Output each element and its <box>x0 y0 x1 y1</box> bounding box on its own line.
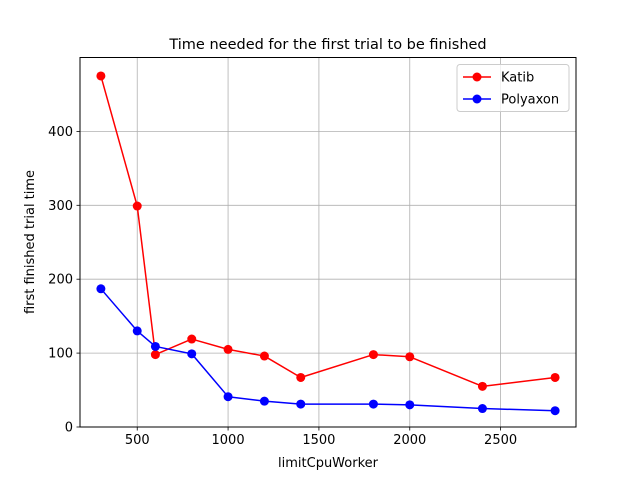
y-tick-label: 200 <box>48 273 73 288</box>
legend: Katib Polyaxon <box>456 64 570 112</box>
data-point-polyaxon <box>132 326 142 336</box>
y-tick-label: 300 <box>48 199 73 214</box>
x-tick-label: 1500 <box>302 433 335 448</box>
data-point-katib <box>187 334 197 344</box>
y-tick-label: 400 <box>48 125 73 140</box>
x-tick-label: 2000 <box>393 433 426 448</box>
series-line-katib <box>100 75 556 388</box>
data-point-katib <box>132 201 142 211</box>
data-point-katib <box>150 350 160 360</box>
x-tick-label: 1000 <box>212 433 245 448</box>
data-point-polyaxon <box>223 392 233 402</box>
series-line-polyaxon <box>100 288 556 412</box>
data-point-polyaxon <box>550 406 560 416</box>
data-point-katib <box>296 372 306 382</box>
data-point-katib <box>477 381 487 391</box>
legend-marker-katib <box>472 72 482 82</box>
x-tick-label: 500 <box>125 433 150 448</box>
grid <box>80 57 576 428</box>
data-point-polyaxon <box>296 399 306 409</box>
y-axis-label: first finished trial time <box>23 170 38 314</box>
data-point-polyaxon <box>187 349 197 359</box>
series-layer <box>96 71 560 416</box>
data-point-polyaxon <box>405 400 415 410</box>
data-point-polyaxon <box>368 399 378 409</box>
legend-marker-polyaxon <box>472 94 482 104</box>
x-axis-label: limitCpuWorker <box>278 456 379 471</box>
data-point-katib <box>223 344 233 354</box>
legend-label-katib: Katib <box>501 71 534 86</box>
data-point-polyaxon <box>477 404 487 414</box>
data-point-katib <box>96 71 106 81</box>
data-point-katib <box>368 350 378 360</box>
y-tick-label: 0 <box>65 421 73 436</box>
plot-frame <box>79 57 577 428</box>
data-point-polyaxon <box>96 284 106 294</box>
data-point-katib <box>259 351 269 361</box>
legend-label-polyaxon: Polyaxon <box>501 93 559 108</box>
x-tick-label: 2500 <box>484 433 517 448</box>
data-point-polyaxon <box>259 396 269 406</box>
y-tick-label: 100 <box>48 347 73 362</box>
axis-ticks: 500 1000 1500 2000 2500 0 100 200 300 400 <box>48 125 517 448</box>
data-point-polyaxon <box>150 341 160 351</box>
chart-title: Time needed for the first trial to be fi… <box>168 37 486 53</box>
data-point-katib <box>405 352 415 362</box>
data-point-katib <box>550 372 560 382</box>
